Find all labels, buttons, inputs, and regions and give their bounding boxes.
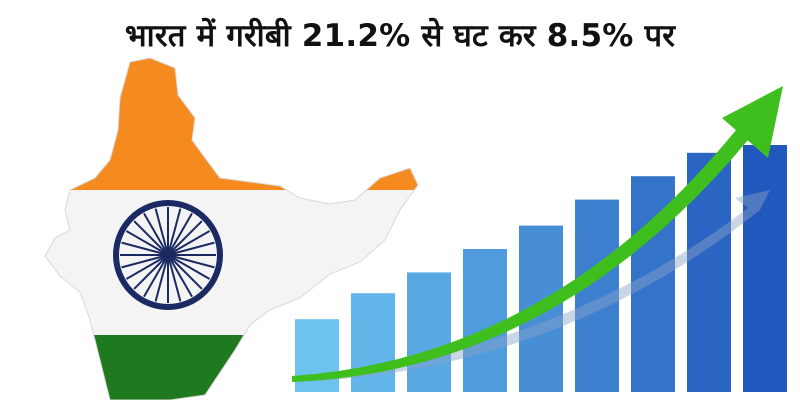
chakra-spoke (167, 254, 182, 302)
trend-arrow-icon (292, 86, 783, 382)
chakra-spoke (167, 254, 215, 269)
chakra-spoke (143, 212, 169, 256)
ashoka-chakra-icon (113, 200, 223, 310)
chakra-spoke (167, 254, 203, 290)
chakra-spoke (125, 254, 169, 280)
headline: भारत में गरीबी 21.2% से घट कर 8.5% पर (124, 18, 676, 54)
chakra-spoke (167, 208, 182, 256)
chakra-spoke (143, 254, 169, 298)
chakra-spoke (167, 230, 211, 256)
growth-bar (407, 272, 451, 392)
growth-bar (463, 249, 507, 392)
growth-bar (743, 145, 787, 392)
chakra-spoke (133, 254, 169, 290)
chakra-spoke (167, 254, 211, 280)
chakra-spoke (154, 254, 169, 302)
chakra-spoke (154, 208, 169, 256)
chakra-spoke (125, 230, 169, 256)
growth-bar (575, 199, 619, 392)
chakra-spoke (133, 220, 169, 256)
bar-group (295, 145, 787, 392)
chakra-spoke (167, 241, 215, 256)
chakra-spoke (167, 212, 193, 256)
chakra-spoke (167, 220, 203, 256)
chakra-spoke (167, 254, 193, 298)
chakra-spoke (121, 254, 169, 269)
chakra-spoke (121, 241, 169, 256)
